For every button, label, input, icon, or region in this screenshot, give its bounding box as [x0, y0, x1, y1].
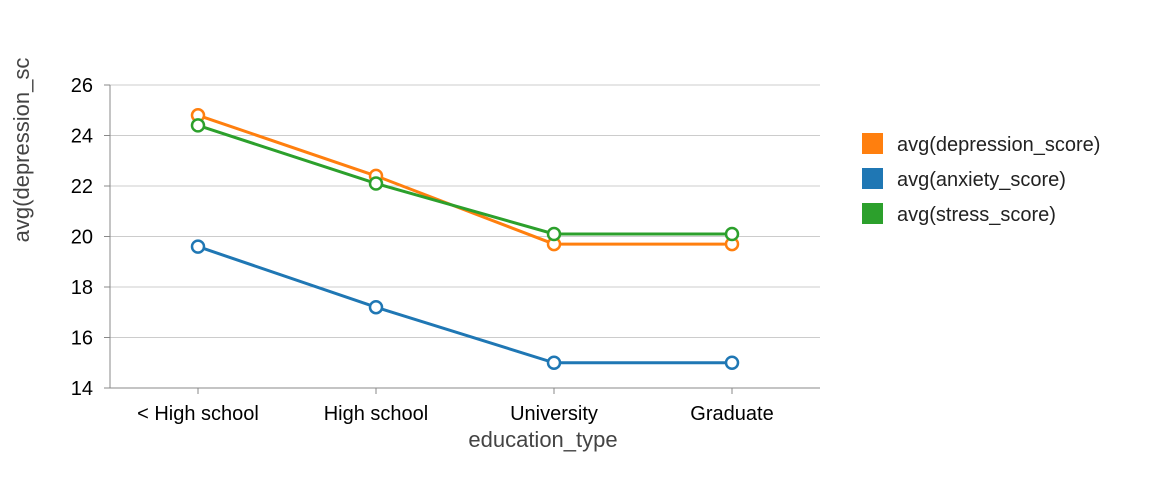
data-point	[724, 355, 740, 370]
y-tick-label: 16	[71, 328, 93, 350]
data-point	[190, 239, 206, 254]
y-tick-label: 22	[71, 176, 93, 198]
x-tick-label: Graduate	[690, 403, 773, 425]
data-point	[724, 226, 740, 242]
y-tick-label: 14	[71, 378, 93, 400]
x-tick-label: < High school	[137, 403, 259, 425]
series-line	[197, 245, 732, 365]
legend: avg(depression_score) avg(anxiety_score)a…	[862, 133, 1100, 226]
legend-label: avg(depression_score)	[897, 134, 1100, 156]
x-tick-label: University	[510, 403, 598, 425]
legend-label: avg(stress_score)	[897, 204, 1056, 226]
y-tick-labels: 14 16 18 20 22 24 26	[71, 75, 110, 400]
legend-swatch	[862, 168, 883, 189]
y-tick-label: 26	[71, 75, 93, 97]
y-tick-label: 18	[71, 277, 93, 299]
x-tick-labels: < High school High school University Gradua…	[137, 388, 774, 425]
legend-swatch	[862, 203, 883, 224]
y-tick-label: 24	[71, 126, 93, 148]
series-lines	[197, 113, 732, 365]
y-axis-title: avg(depression_sc	[9, 58, 34, 243]
x-tick-label: High school	[324, 403, 429, 425]
x-axis-title: education_type	[468, 427, 617, 452]
data-point	[546, 226, 562, 242]
data-point	[546, 355, 562, 370]
y-tick-label: 20	[71, 227, 93, 249]
legend-swatch	[862, 133, 883, 154]
legend-label: avg(anxiety_score)	[897, 169, 1066, 191]
series-line	[197, 123, 732, 236]
data-point	[368, 299, 384, 315]
data-point	[368, 176, 384, 191]
data-point	[190, 118, 206, 133]
series-line	[197, 113, 732, 246]
series-points	[190, 108, 740, 370]
